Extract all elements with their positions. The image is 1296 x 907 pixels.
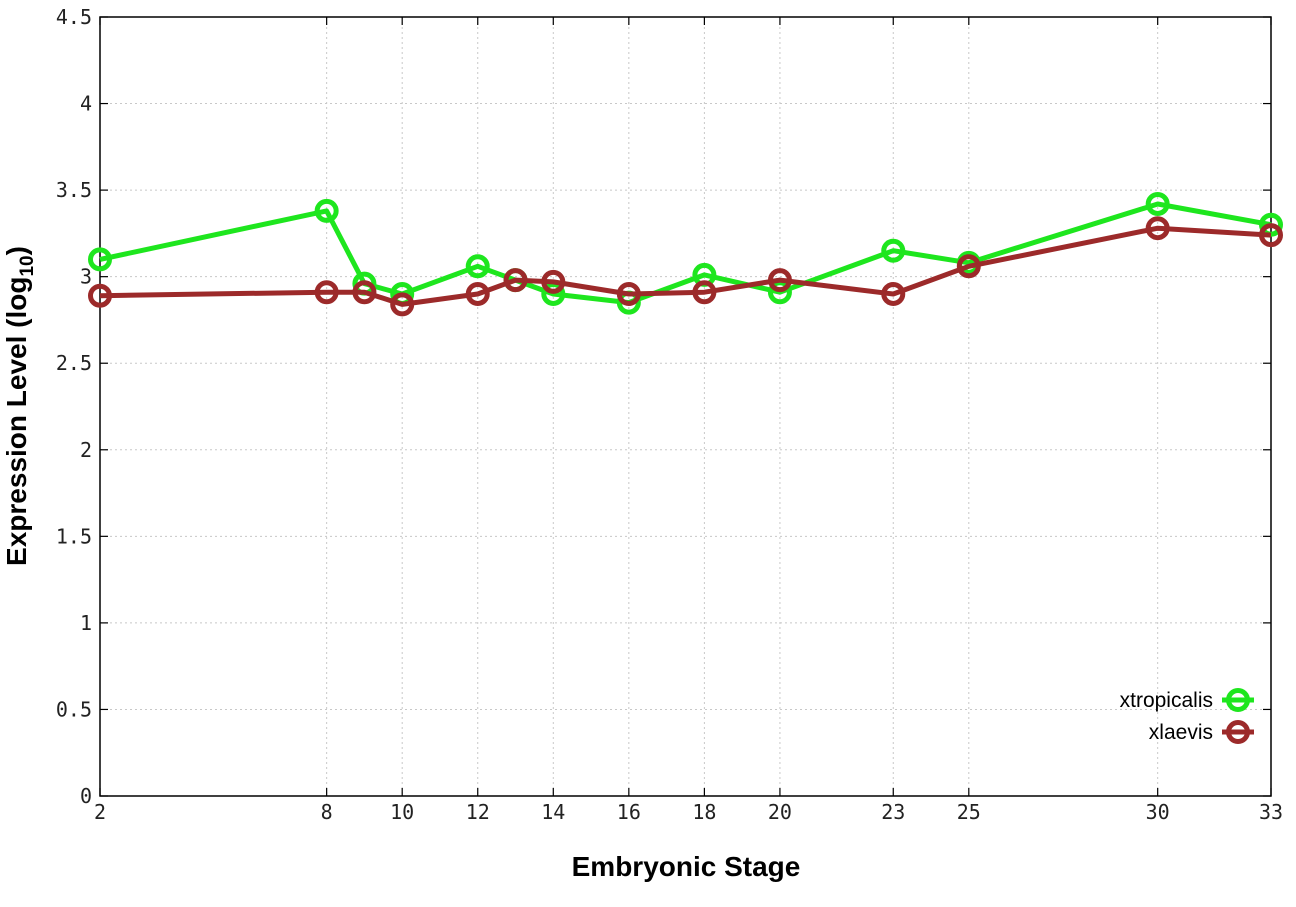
data-point-xlaevis: [1145, 216, 1170, 241]
y-tick-label: 1: [80, 611, 92, 635]
data-point-xlaevis: [692, 280, 717, 305]
y-tick-label: 2.5: [56, 351, 92, 375]
y-tick-label: 0: [80, 784, 92, 808]
series-line-xlaevis: [99, 225, 1272, 307]
x-tick-label: 33: [1259, 800, 1283, 824]
x-tick-label: 10: [390, 800, 414, 824]
data-point-xlaevis: [1259, 223, 1283, 248]
x-tick-label: 23: [881, 800, 905, 824]
legend-marker-xtropicalis: [1226, 688, 1250, 712]
x-tick-label: 25: [957, 800, 981, 824]
data-point-xlaevis: [616, 281, 641, 306]
x-tick-label: 20: [768, 800, 792, 824]
x-axis-title: Embryonic Stage: [572, 851, 801, 882]
y-tick-label: 3: [80, 265, 92, 289]
y-axis-title-main: Expression Level (log: [1, 277, 32, 566]
grid: [100, 17, 1271, 796]
data-point-xlaevis: [465, 281, 490, 306]
y-tick-label: 1.5: [56, 524, 92, 548]
data-point-xtropicalis: [88, 247, 112, 272]
series: [88, 191, 1283, 317]
data-point-xtropicalis: [881, 238, 906, 263]
y-axis-title-subscript: 10: [17, 255, 38, 276]
legend-label-xlaevis: xlaevis: [1149, 721, 1213, 744]
data-point-xtropicalis: [465, 254, 490, 279]
x-tick-label: 2: [94, 800, 106, 824]
x-tick-label: 12: [466, 800, 490, 824]
data-point-xlaevis: [352, 280, 377, 305]
data-point-xlaevis: [503, 268, 528, 293]
data-point-xlaevis: [956, 254, 981, 279]
y-axis-title: Expression Level (log10): [1, 246, 38, 566]
data-point-xtropicalis: [1145, 191, 1170, 216]
data-point-xlaevis: [541, 269, 566, 294]
data-point-xlaevis: [390, 292, 415, 317]
y-axis-title-close: ): [1, 246, 32, 255]
data-point-xlaevis: [767, 268, 792, 293]
data-point-xtropicalis: [767, 280, 792, 305]
x-tick-label: 14: [541, 800, 565, 824]
plot-frame: [99, 16, 1272, 797]
x-tick-label: 8: [321, 800, 333, 824]
y-tick-label: 4.5: [56, 5, 92, 29]
data-point-xlaevis: [314, 280, 339, 305]
data-point-xlaevis: [881, 281, 906, 306]
data-point-xlaevis: [88, 283, 112, 308]
data-point-xtropicalis: [314, 198, 339, 223]
legend-label-xtropicalis: xtropicalis: [1120, 689, 1213, 712]
y-tick-label: 0.5: [56, 697, 92, 721]
legend: xtropicalis xlaevis: [1120, 688, 1254, 744]
data-point-xtropicalis: [541, 281, 566, 306]
x-tick-label: 16: [617, 800, 641, 824]
x-tick-label: 18: [692, 800, 716, 824]
series-line-xtropicalis: [99, 201, 1272, 306]
y-tick-label: 2: [80, 438, 92, 462]
y-tick-label: 4: [80, 92, 92, 116]
legend-marker-xlaevis: [1226, 720, 1250, 744]
x-tick-label: 30: [1146, 800, 1170, 824]
axis-ticks: 0 0.5 1 1.5 2 2.5 3 3.5 4 4.5 2 8 10 12 14 16 18 20 23 25 30…: [56, 5, 1283, 824]
y-tick-label: 3.5: [56, 178, 92, 202]
